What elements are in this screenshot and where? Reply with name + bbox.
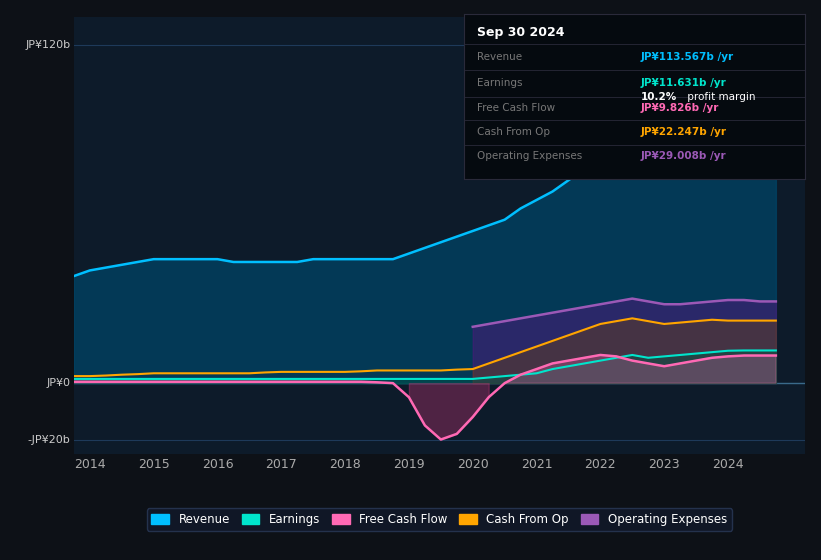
Text: profit margin: profit margin xyxy=(684,92,755,101)
Text: JP¥0: JP¥0 xyxy=(46,378,71,388)
Legend: Revenue, Earnings, Free Cash Flow, Cash From Op, Operating Expenses: Revenue, Earnings, Free Cash Flow, Cash … xyxy=(147,508,732,531)
Text: Cash From Op: Cash From Op xyxy=(478,127,551,137)
Text: 10.2%: 10.2% xyxy=(641,92,677,101)
Text: JP¥120b: JP¥120b xyxy=(25,40,71,50)
Text: -JP¥20b: -JP¥20b xyxy=(27,435,71,445)
Text: Operating Expenses: Operating Expenses xyxy=(478,151,583,161)
Text: JP¥11.631b /yr: JP¥11.631b /yr xyxy=(641,78,727,88)
Text: Earnings: Earnings xyxy=(478,78,523,88)
Text: JP¥9.826b /yr: JP¥9.826b /yr xyxy=(641,103,719,113)
Text: Free Cash Flow: Free Cash Flow xyxy=(478,103,556,113)
Text: JP¥29.008b /yr: JP¥29.008b /yr xyxy=(641,151,727,161)
Text: Sep 30 2024: Sep 30 2024 xyxy=(478,26,565,39)
Text: JP¥113.567b /yr: JP¥113.567b /yr xyxy=(641,52,734,62)
Text: JP¥22.247b /yr: JP¥22.247b /yr xyxy=(641,127,727,137)
Text: Revenue: Revenue xyxy=(478,52,523,62)
